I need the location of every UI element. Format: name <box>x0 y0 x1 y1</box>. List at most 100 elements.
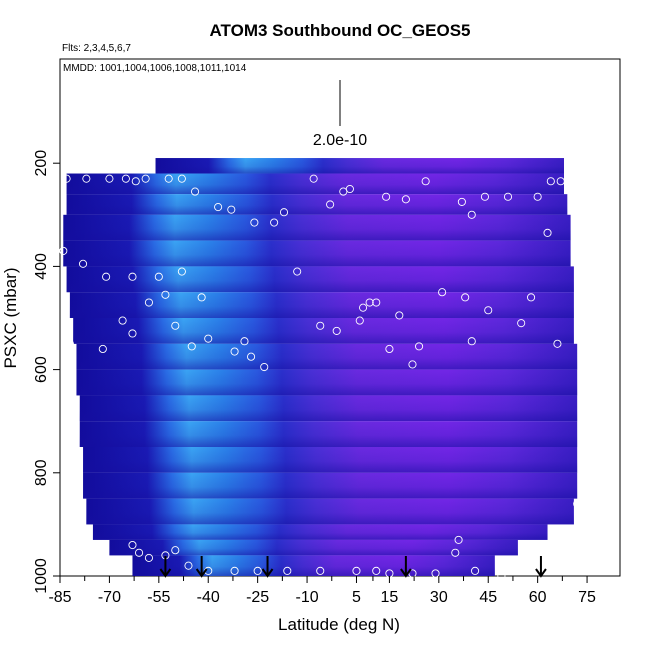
sample-point <box>191 187 200 196</box>
sample-point <box>128 540 137 550</box>
sample-points <box>59 174 588 581</box>
flight-arrow-head <box>400 568 412 578</box>
x-tick-label: -85 <box>48 589 71 606</box>
sample-point <box>309 174 318 183</box>
heatmap-band-shade <box>66 173 565 195</box>
sample-point <box>385 344 394 354</box>
sample-point <box>177 174 186 183</box>
sample-point <box>247 352 256 361</box>
sample-point <box>332 326 341 335</box>
x-tick-label: 30 <box>430 589 448 606</box>
sample-point <box>144 298 153 307</box>
sample-point <box>546 177 555 186</box>
sample-point <box>293 267 302 276</box>
heatmap-band-shade <box>132 555 495 576</box>
sample-point <box>566 177 575 186</box>
sample-point <box>533 192 542 201</box>
sample-point <box>82 174 91 183</box>
sample-point <box>260 362 269 372</box>
flight-arrow-head <box>535 568 547 578</box>
sample-point <box>497 571 506 581</box>
sample-point <box>484 306 493 315</box>
sample-point <box>372 566 381 575</box>
sample-point <box>543 228 552 237</box>
sample-point <box>421 177 430 186</box>
sample-point <box>230 566 239 575</box>
sample-point <box>451 548 460 557</box>
sample-point <box>279 208 289 217</box>
sample-point <box>131 177 140 186</box>
sample-point <box>503 192 513 201</box>
scale-bar-label: 2.0e-10 <box>313 132 367 149</box>
sample-point <box>438 288 447 297</box>
sample-point <box>573 499 582 508</box>
heatmap-band-shade <box>83 472 578 499</box>
heatmap-band-shade <box>73 318 574 344</box>
sample-point <box>164 174 173 183</box>
heatmap-band-shade <box>83 447 578 473</box>
sample-point <box>171 321 180 330</box>
sample-point <box>556 177 565 186</box>
x-tick-label: 45 <box>479 589 497 606</box>
heatmap-band-shade <box>79 395 578 422</box>
sample-point <box>105 174 114 183</box>
sample-point <box>118 316 127 325</box>
sample-point <box>230 347 239 356</box>
flight-arrow-head <box>159 568 172 578</box>
sample-point <box>352 566 361 575</box>
sample-point <box>527 551 536 560</box>
sample-point <box>214 203 223 212</box>
sample-point <box>401 195 410 204</box>
heatmap-band-shade <box>76 369 578 396</box>
heatmap-band-shade <box>76 343 578 370</box>
x-tick-label: 15 <box>381 589 399 606</box>
sample-point <box>283 566 292 575</box>
heatmap-band-shade <box>79 421 578 447</box>
sample-point <box>141 174 150 183</box>
heatmap-field <box>63 158 578 576</box>
chart-title: ATOM3 Southbound OC_GEOS5 <box>210 21 471 40</box>
y-tick-label: 1000 <box>33 558 50 594</box>
heatmap-band-shade <box>92 524 548 540</box>
y-axis: 200 400 600 800 1000 <box>33 150 60 594</box>
sample-point <box>576 257 585 266</box>
sample-point <box>98 344 107 354</box>
sample-point <box>527 293 536 302</box>
sample-point <box>579 512 588 521</box>
y-tick-label: 400 <box>33 253 50 280</box>
flight-arrow-head <box>195 568 208 578</box>
sample-point <box>62 510 71 519</box>
sample-point <box>467 337 476 346</box>
sample-point <box>382 192 391 201</box>
sample-point <box>240 337 249 346</box>
sample-point <box>253 566 262 575</box>
flight-arrows <box>159 556 547 578</box>
sample-point <box>128 272 137 281</box>
heatmap-band-shade <box>63 214 571 241</box>
sample-point <box>250 218 259 227</box>
sample-point <box>480 192 489 201</box>
sample-point <box>121 174 130 183</box>
sample-point <box>270 218 279 227</box>
x-tick-label: -25 <box>246 589 269 606</box>
sample-point <box>154 272 163 281</box>
y-tick-label: 800 <box>33 459 50 486</box>
sample-point <box>227 205 236 214</box>
x-tick-label: 75 <box>578 589 596 606</box>
x-tick-label: 60 <box>529 589 547 606</box>
sample-point <box>135 548 144 557</box>
sample-point <box>65 339 74 348</box>
sample-point <box>454 535 463 544</box>
heatmap-band-shade <box>63 240 571 267</box>
sample-point <box>184 561 193 570</box>
heatmap-band-shade <box>66 266 574 293</box>
sample-point <box>365 298 374 307</box>
sample-point <box>467 210 476 219</box>
sample-point <box>553 339 562 348</box>
x-tick-label: 5 <box>352 589 361 606</box>
sample-point <box>79 259 88 268</box>
flight-arrow-head <box>261 568 274 578</box>
sample-point <box>59 246 68 255</box>
y-tick-label: 200 <box>33 150 50 177</box>
sample-point <box>415 342 424 351</box>
